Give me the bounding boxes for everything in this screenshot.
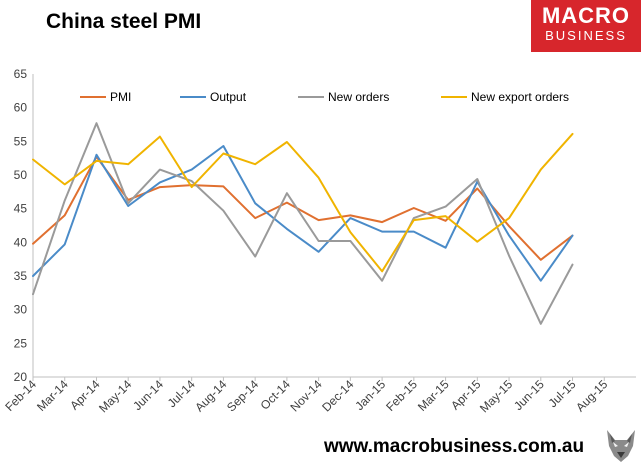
series-line-new-orders xyxy=(32,122,574,325)
x-tick-label: Jun-15 xyxy=(511,377,547,413)
y-tick-label: 50 xyxy=(14,168,28,182)
y-tick-label: 25 xyxy=(14,336,28,350)
x-tick-label: Mar-14 xyxy=(34,377,71,414)
y-tick-label: 60 xyxy=(14,101,28,115)
x-tick-label: Dec-14 xyxy=(319,377,356,414)
y-tick-label: 30 xyxy=(14,303,28,317)
y-tick-label: 45 xyxy=(14,202,28,216)
y-tick-label: 20 xyxy=(14,370,28,384)
x-tick-label: May-15 xyxy=(477,377,515,415)
chart-title: China steel PMI xyxy=(46,10,202,33)
y-tick-label: 55 xyxy=(14,134,28,148)
footer-url: www.macrobusiness.com.au xyxy=(324,436,585,457)
legend-label: New export orders xyxy=(471,90,569,104)
wolf-logo-icon xyxy=(607,430,635,462)
x-tick-label: Oct-14 xyxy=(258,377,294,413)
x-tick-label: Mar-15 xyxy=(415,377,452,414)
y-tick-label: 65 xyxy=(14,67,28,81)
x-tick-label: Feb-15 xyxy=(383,377,420,414)
legend-label: PMI xyxy=(110,90,131,104)
y-tick-label: 35 xyxy=(14,269,28,283)
x-tick-label: Nov-14 xyxy=(287,377,324,414)
series-line-pmi xyxy=(32,155,574,261)
legend-label: New orders xyxy=(328,90,389,104)
x-tick-label: Aug-15 xyxy=(573,377,610,414)
x-tick-label: Sep-14 xyxy=(224,377,261,414)
logo-text-business: BUSINESS xyxy=(545,28,627,43)
logo-text-macro: MACRO xyxy=(541,3,631,28)
macrobusiness-logo: MACRO BUSINESS xyxy=(531,0,641,52)
y-tick-label: 40 xyxy=(14,235,28,249)
legend: PMI Output New orders New export orders xyxy=(80,90,569,104)
series-line-new-export-orders xyxy=(32,132,574,273)
x-tick-label: Jan-15 xyxy=(352,377,388,413)
x-tick-label: Jun-14 xyxy=(130,377,166,413)
x-tick-label: May-14 xyxy=(96,377,134,415)
x-tick-label: Aug-14 xyxy=(192,377,229,414)
series-lines xyxy=(32,122,574,325)
legend-label: Output xyxy=(210,90,247,104)
